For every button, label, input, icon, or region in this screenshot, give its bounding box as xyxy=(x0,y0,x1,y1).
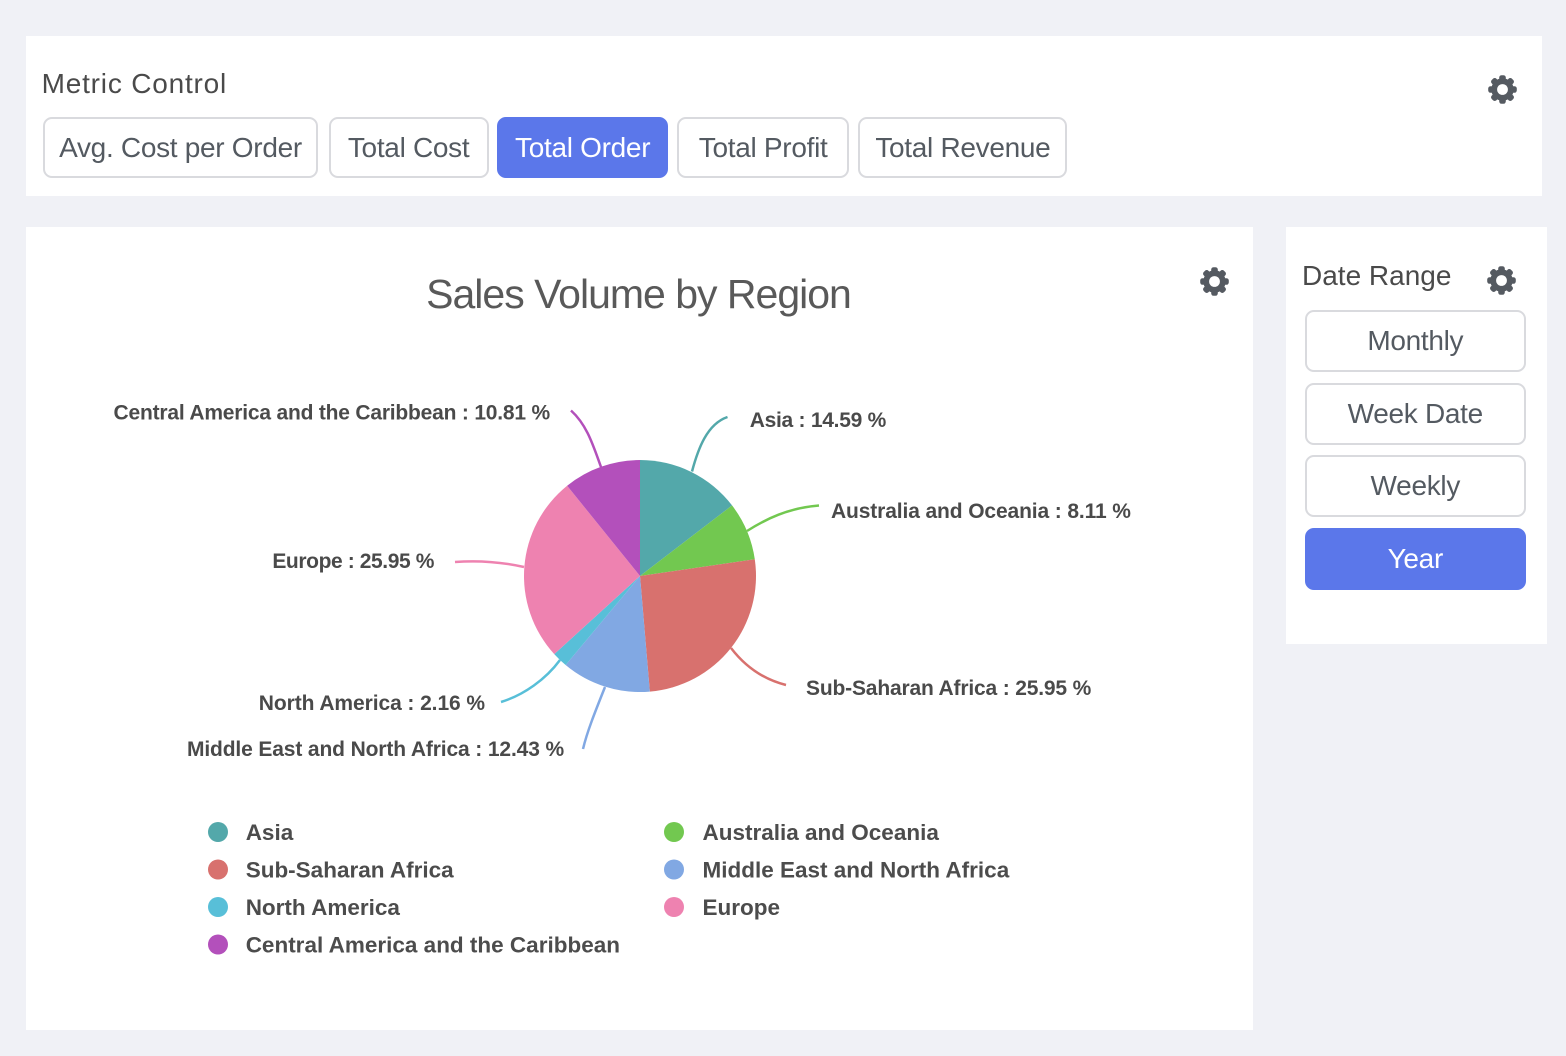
svg-text:Europe: Europe xyxy=(703,895,781,920)
svg-text:Central America and the Caribb: Central America and the Caribbean xyxy=(246,932,620,957)
svg-text:Asia : 14.59 %: Asia : 14.59 % xyxy=(750,409,887,432)
svg-text:North America : 2.16 %: North America : 2.16 % xyxy=(259,692,486,715)
svg-text:North America: North America xyxy=(246,895,401,920)
svg-text:Sub-Saharan Africa: Sub-Saharan Africa xyxy=(246,857,454,882)
svg-text:Australia and Oceania : 8.11 %: Australia and Oceania : 8.11 % xyxy=(831,500,1131,523)
svg-text:Central America and the Caribb: Central America and the Caribbean : 10.8… xyxy=(114,402,551,425)
svg-text:Sub-Saharan Africa : 25.95 %: Sub-Saharan Africa : 25.95 % xyxy=(806,677,1092,700)
svg-text:Sales Volume by Region: Sales Volume by Region xyxy=(426,271,851,317)
svg-text:Middle East and North Africa :: Middle East and North Africa : 12.43 % xyxy=(187,738,564,761)
svg-text:Australia and Oceania: Australia and Oceania xyxy=(703,820,940,845)
svg-text:Asia: Asia xyxy=(246,820,294,845)
svg-text:Middle East and North Africa: Middle East and North Africa xyxy=(703,857,1010,882)
svg-text:Europe : 25.95 %: Europe : 25.95 % xyxy=(272,550,434,573)
